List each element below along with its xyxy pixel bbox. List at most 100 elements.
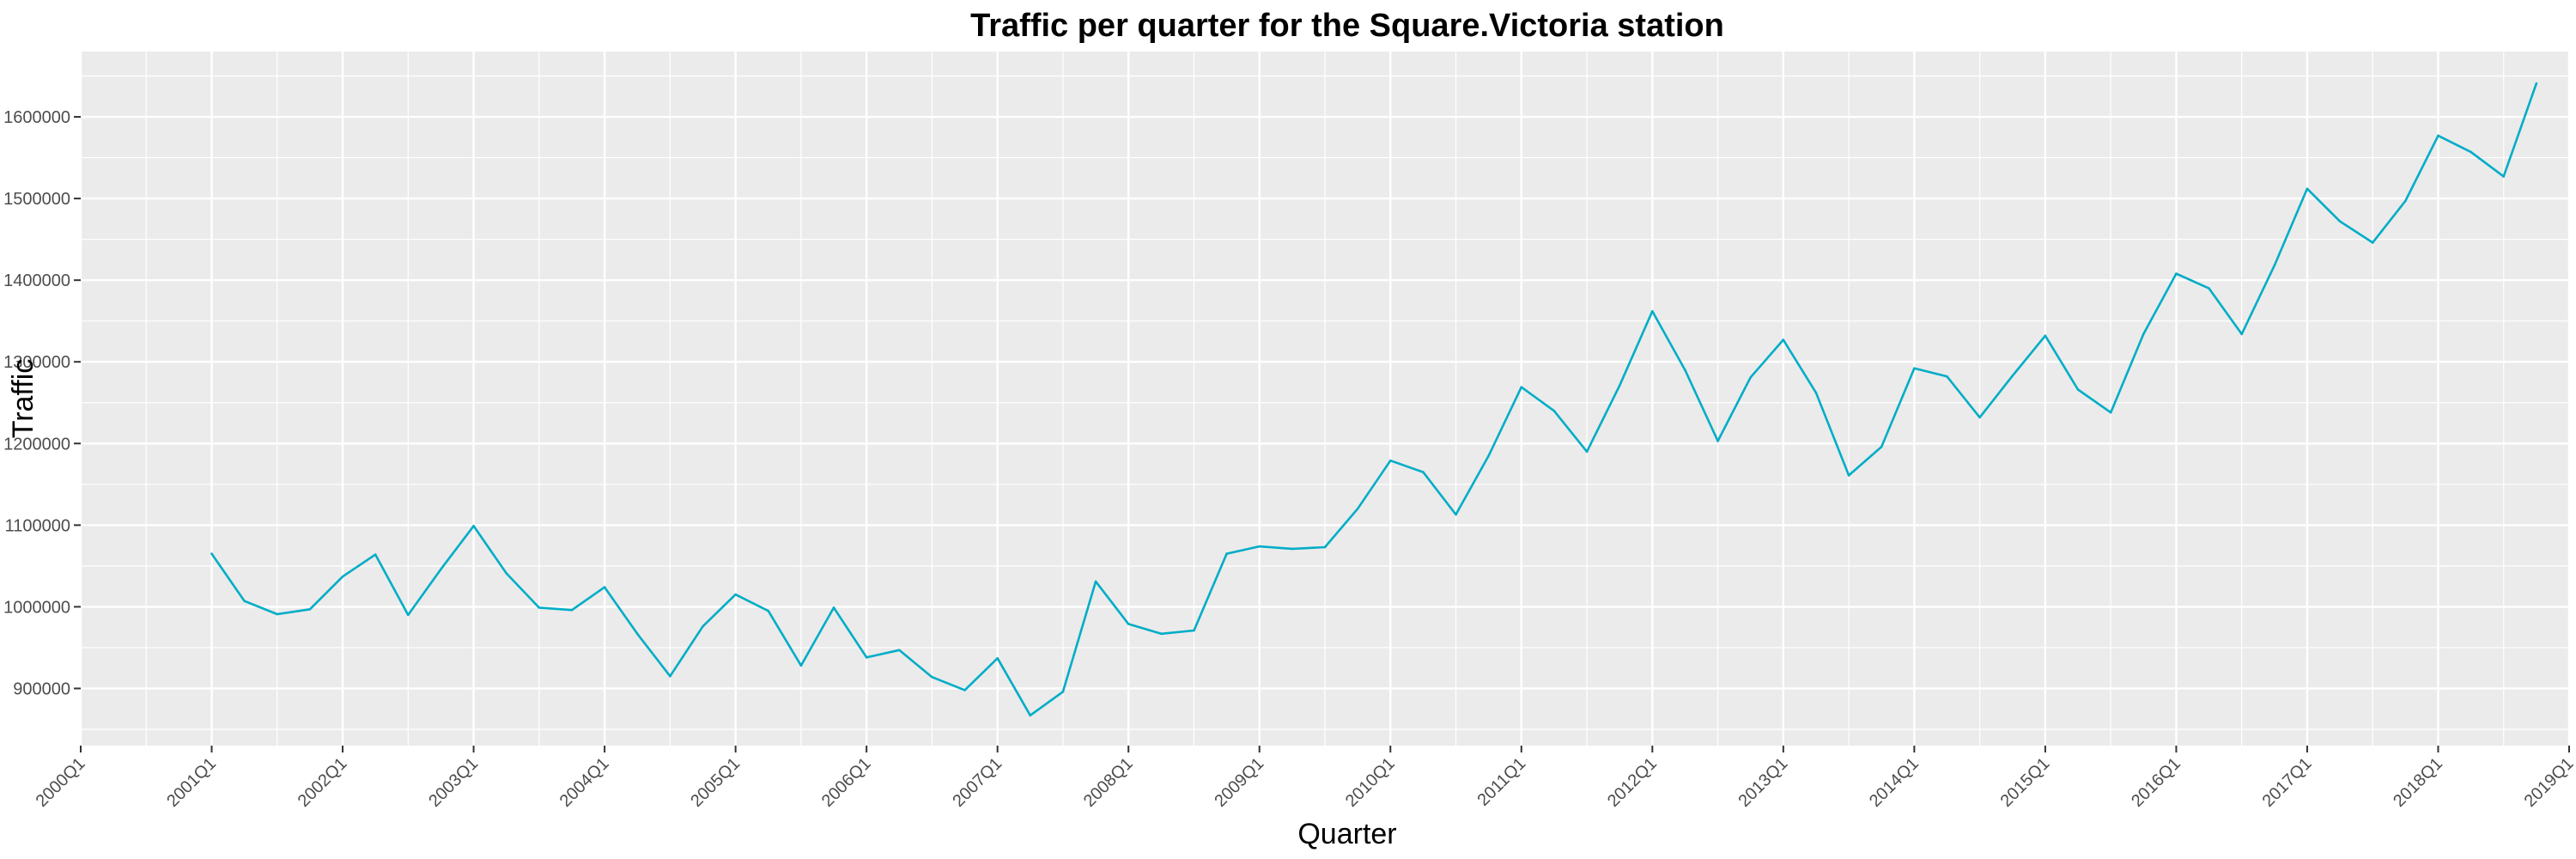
data-point <box>2502 175 2506 178</box>
data-point <box>799 664 803 667</box>
data-point <box>963 689 966 691</box>
data-point <box>931 675 933 679</box>
data-point <box>1749 375 1753 379</box>
data-point <box>1978 416 1981 419</box>
y-tick-label: 1400000 <box>3 271 70 290</box>
y-axis-title: Traffic <box>7 359 39 439</box>
y-tick-label: 1600000 <box>3 108 70 127</box>
data-point <box>702 624 704 628</box>
y-tick-label: 900000 <box>13 679 70 698</box>
data-point <box>2142 332 2145 336</box>
x-tick-label: 2005Q1 <box>687 754 744 811</box>
x-tick-label: 2015Q1 <box>1997 754 2054 811</box>
data-point <box>2076 388 2080 391</box>
data-point <box>2306 187 2309 190</box>
data-point <box>472 524 475 527</box>
y-tick-label: 1000000 <box>3 598 70 617</box>
data-point <box>2273 264 2276 267</box>
x-tick-label: 2016Q1 <box>2128 754 2184 811</box>
data-point <box>276 612 279 616</box>
x-tick-label: 2006Q1 <box>818 754 875 811</box>
data-point <box>1127 623 1130 625</box>
major-gridlines <box>79 52 2571 746</box>
x-tick-label: 2018Q1 <box>2390 754 2446 811</box>
y-tick-label: 1200000 <box>3 435 70 454</box>
data-point <box>2371 241 2374 244</box>
data-point <box>1487 454 1490 457</box>
data-point <box>1880 445 1883 448</box>
x-tick-label: 2003Q1 <box>425 754 482 811</box>
data-point <box>767 609 770 612</box>
x-axis-title: Quarter <box>1297 818 1396 850</box>
data-point <box>865 656 868 659</box>
data-point <box>1225 552 1228 555</box>
x-axis: 2000Q1 2001Q1 2002Q1 2003Q1 2004Q1 2005Q1 2006… <box>33 746 2576 811</box>
x-tick-label: 2001Q1 <box>163 754 220 811</box>
data-point <box>1552 409 1556 412</box>
x-tick-label: 2007Q1 <box>949 754 1005 811</box>
data-point <box>996 656 999 660</box>
data-point <box>570 608 574 612</box>
data-point <box>897 649 901 652</box>
x-tick-label: 2009Q1 <box>1211 754 1267 811</box>
data-point <box>1258 545 1261 548</box>
data-point <box>243 600 246 603</box>
data-point <box>1160 632 1163 636</box>
data-point <box>2404 199 2407 203</box>
data-point <box>538 606 541 609</box>
data-point <box>2175 272 2178 275</box>
x-tick-label: 2000Q1 <box>33 754 89 811</box>
data-point <box>832 606 835 609</box>
data-point <box>1814 392 1818 394</box>
x-tick-label: 2017Q1 <box>2259 754 2316 811</box>
data-point <box>2011 375 2014 377</box>
data-point <box>1094 580 1097 583</box>
data-point <box>1291 547 1294 551</box>
data-point <box>734 593 737 596</box>
x-tick-label: 2013Q1 <box>1735 754 1791 811</box>
data-point <box>603 586 606 588</box>
data-point <box>2470 150 2472 154</box>
data-point <box>2109 411 2112 414</box>
data-point <box>1913 367 1916 370</box>
data-point <box>1651 309 1654 313</box>
data-point <box>308 607 312 611</box>
series-line <box>210 82 2538 717</box>
data-point <box>1520 386 1523 388</box>
data-point <box>341 575 344 578</box>
y-tick-label: 1300000 <box>3 353 70 372</box>
data-point <box>1455 513 1457 516</box>
data-point <box>1029 714 1032 717</box>
data-point <box>2437 134 2439 137</box>
x-tick-label: 2011Q1 <box>1473 754 1529 810</box>
data-point <box>1388 459 1392 462</box>
x-tick-label: 2012Q1 <box>1604 754 1661 811</box>
data-point <box>1422 471 1425 473</box>
y-tick-label: 1100000 <box>5 516 70 535</box>
data-point <box>1061 690 1065 693</box>
data-point <box>407 613 410 617</box>
x-tick-label: 2002Q1 <box>295 754 351 811</box>
data-point <box>669 674 671 678</box>
data-point <box>2240 332 2243 336</box>
data-point <box>1716 440 1719 442</box>
data-point <box>1847 474 1850 477</box>
data-point <box>1946 375 1948 378</box>
data-point <box>2208 287 2210 289</box>
x-tick-label: 2014Q1 <box>1866 754 1923 811</box>
data-point <box>1193 629 1195 632</box>
y-axis: 900000 1000000 1100000 1200000 1300000 140000… <box>3 108 81 698</box>
y-tick-label: 1500000 <box>3 190 70 209</box>
data-point <box>1323 545 1327 549</box>
data-point <box>1618 384 1621 387</box>
x-tick-label: 2010Q1 <box>1342 754 1399 811</box>
x-tick-label: 2004Q1 <box>556 754 613 811</box>
minor-gridlines <box>81 52 2569 746</box>
x-tick-label: 2019Q1 <box>2521 754 2576 811</box>
data-point <box>635 632 639 636</box>
data-point <box>440 568 442 570</box>
data-point <box>2535 82 2538 85</box>
data-point <box>210 552 213 555</box>
data-point <box>1356 508 1359 510</box>
